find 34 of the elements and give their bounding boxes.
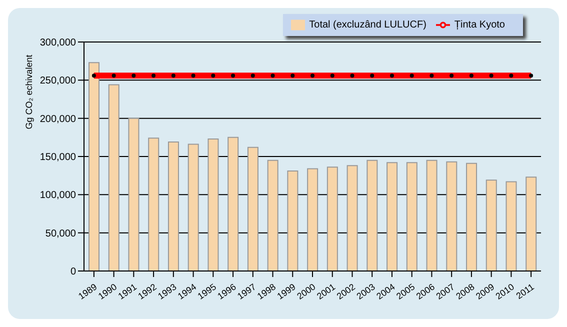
bar bbox=[486, 180, 497, 271]
legend-label: Total (excluzând LULUCF) bbox=[309, 20, 426, 31]
y-tick-label: 0 bbox=[70, 266, 76, 278]
bar bbox=[446, 161, 458, 271]
legend-label: Ținta Kyoto bbox=[454, 20, 505, 31]
bar bbox=[307, 168, 318, 271]
bar bbox=[228, 136, 239, 271]
bar bbox=[406, 162, 418, 271]
bar bbox=[287, 170, 298, 271]
bar bbox=[267, 160, 278, 271]
bar bbox=[148, 138, 160, 271]
y-tick-label: 150,000 bbox=[40, 152, 76, 164]
bar bbox=[466, 162, 478, 271]
bar bbox=[506, 181, 517, 271]
y-tick-label: 250,000 bbox=[40, 76, 76, 87]
y-tick-label: 300,000 bbox=[40, 38, 76, 49]
x-tick-label: 2011 bbox=[514, 282, 536, 301]
bar bbox=[88, 62, 100, 271]
y-tick-label: 200,000 bbox=[40, 114, 76, 125]
y-tick-label: 50,000 bbox=[45, 228, 76, 240]
bar bbox=[188, 144, 199, 271]
bar bbox=[108, 84, 120, 271]
bar bbox=[326, 166, 338, 271]
bar bbox=[386, 162, 398, 271]
bar bbox=[247, 146, 258, 271]
bar bbox=[526, 176, 537, 271]
bar bbox=[168, 141, 179, 271]
bar bbox=[208, 138, 219, 271]
bar bbox=[366, 160, 378, 271]
bar bbox=[346, 165, 358, 271]
y-tick-label: 100,000 bbox=[40, 190, 76, 202]
bar bbox=[128, 118, 140, 271]
y-axis-title: Gg CO₂ echivalent bbox=[24, 54, 34, 130]
bar bbox=[426, 160, 438, 271]
